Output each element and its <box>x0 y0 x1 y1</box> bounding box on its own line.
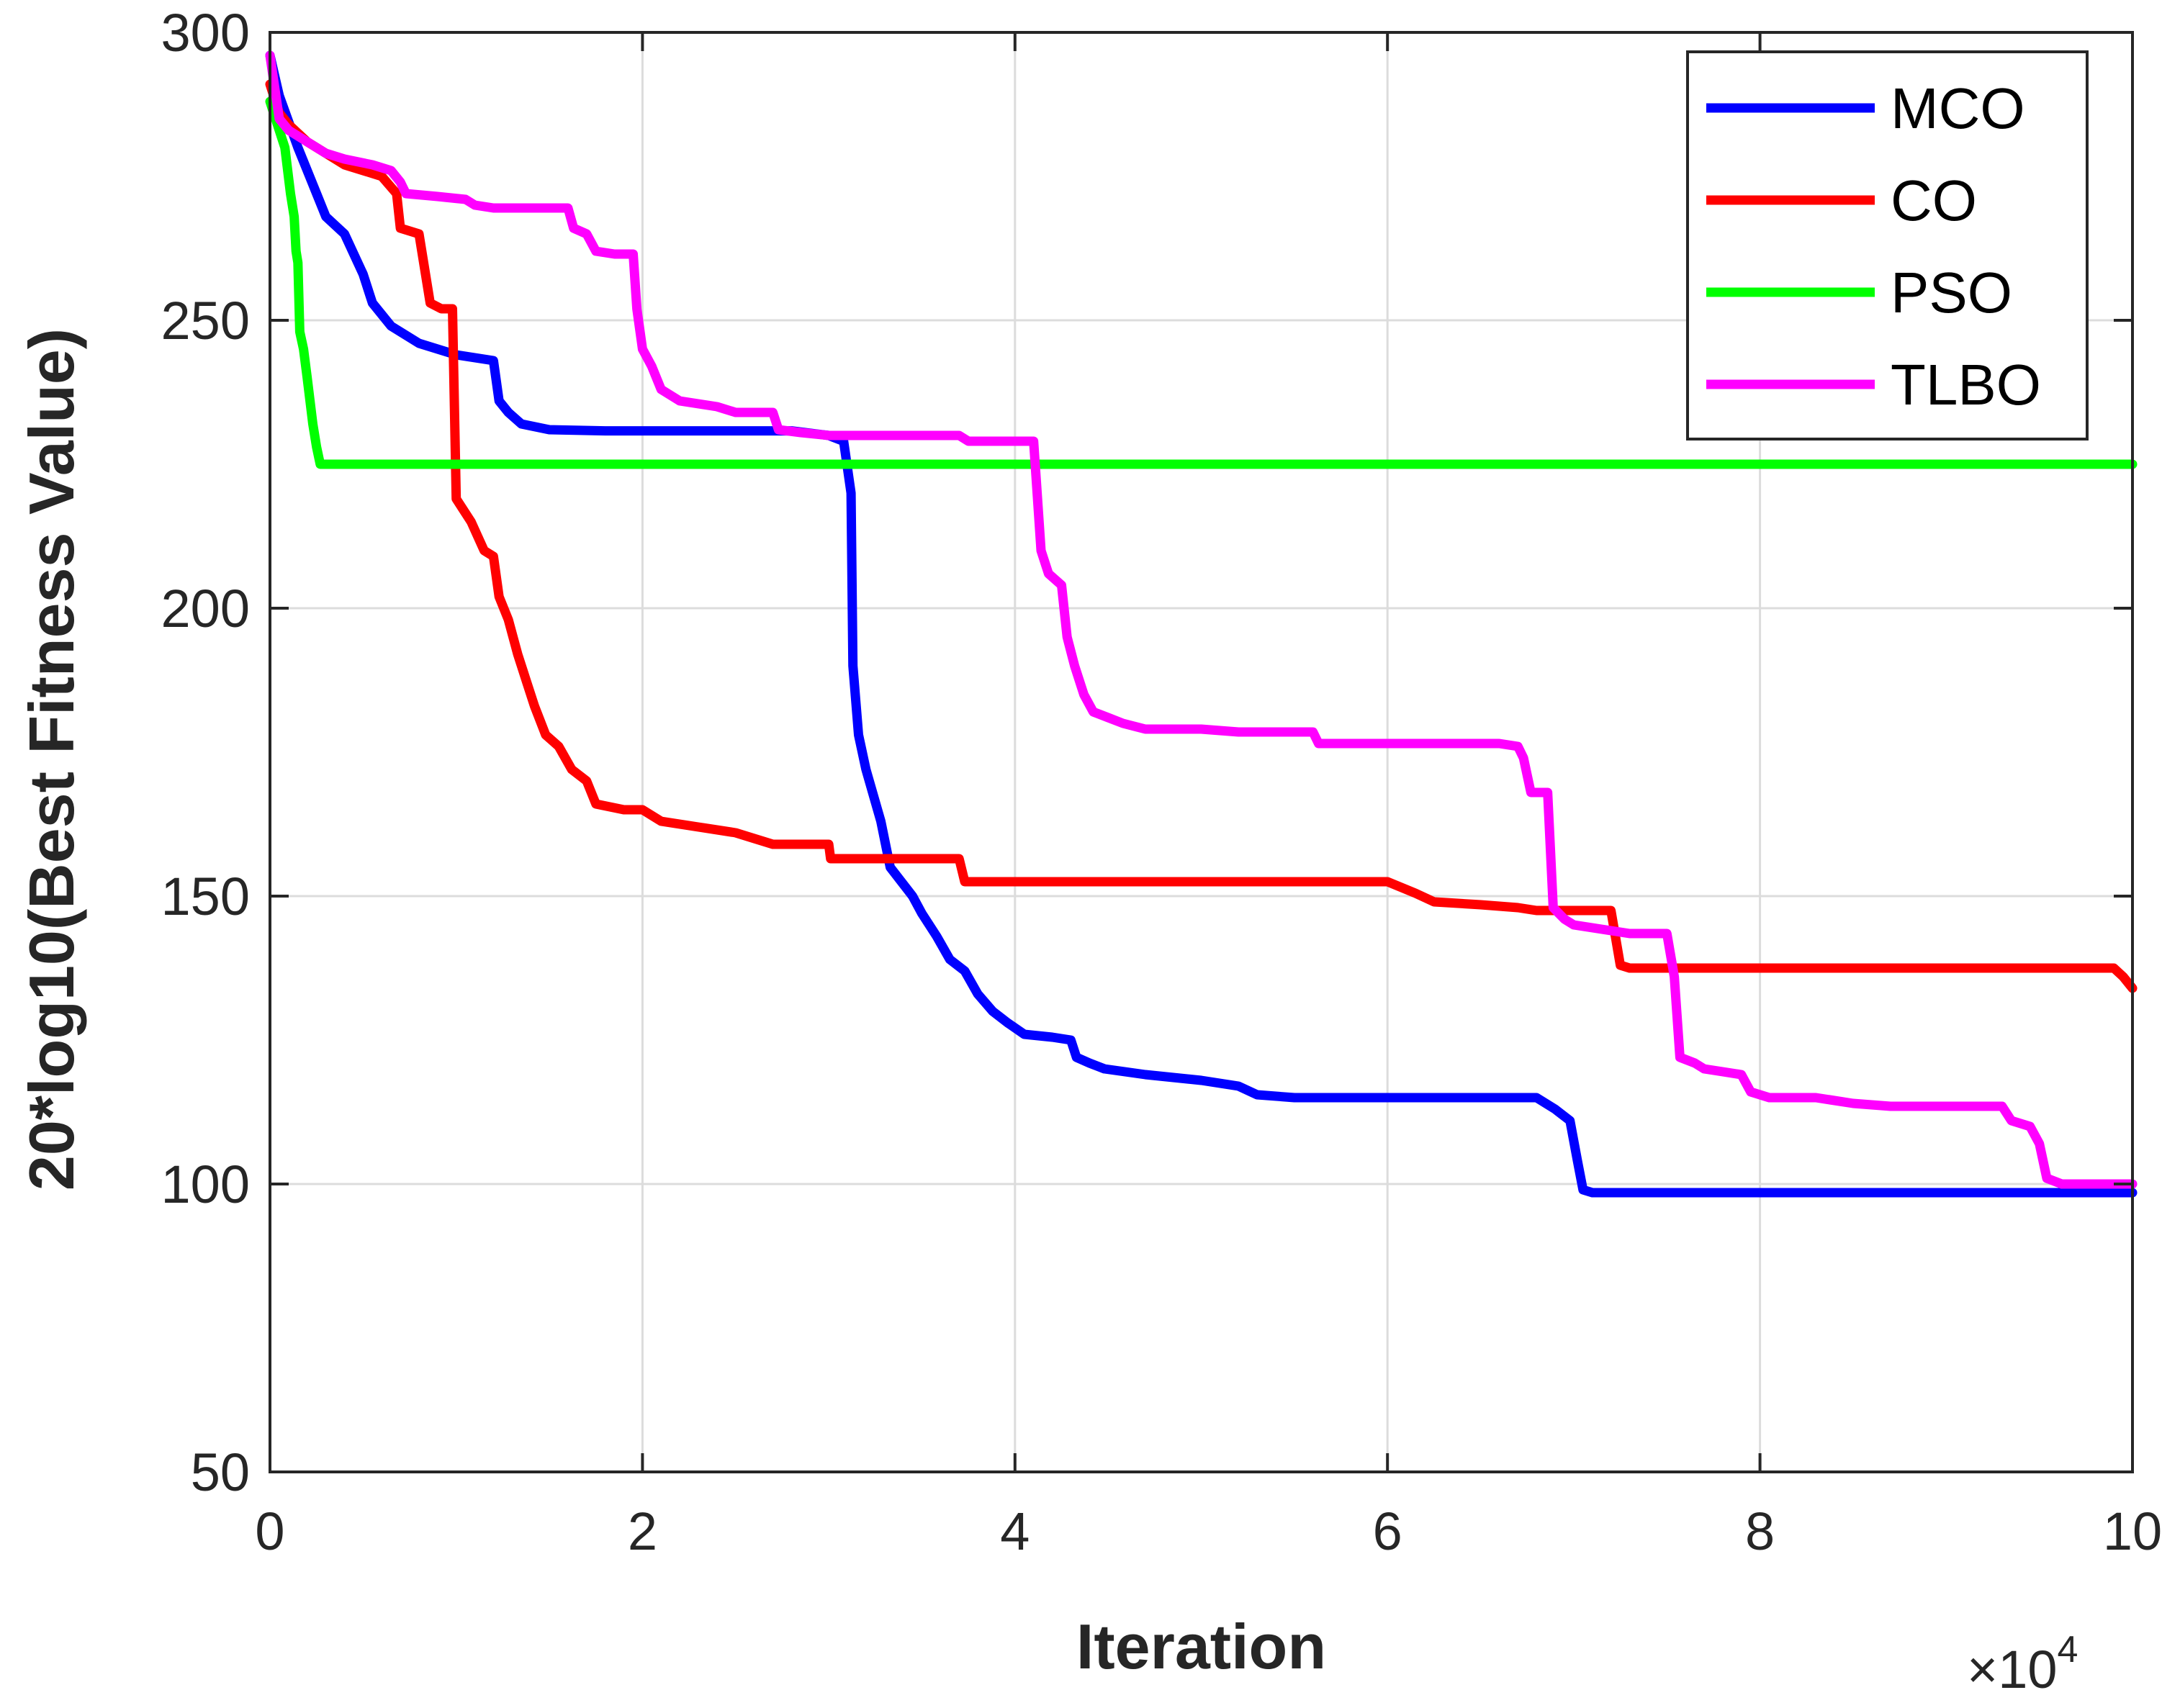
y-axis-title: 20*log10(Best Fitness Value) <box>16 328 87 1190</box>
axis-ticks: 0 2 4 6 8 10 50 100 150 200 250 300 <box>161 3 2163 1561</box>
x-tick-label: 8 <box>1745 1501 1775 1561</box>
series-line-pso <box>265 96 2138 469</box>
x-axis-title: Iteration <box>1076 1611 1326 1682</box>
legend-label-tlbo: TLBO <box>1891 353 2041 417</box>
series-line-mco <box>265 50 2138 1198</box>
series-line-tlbo <box>265 50 2138 1189</box>
legend-label-mco: MCO <box>1891 76 2025 140</box>
legend-label-co: CO <box>1891 168 1977 232</box>
y-tick-label: 100 <box>161 1155 250 1214</box>
x-tick-label: 4 <box>1000 1501 1030 1561</box>
y-tick-label: 150 <box>161 867 250 926</box>
x-tick-label: 10 <box>2103 1501 2162 1561</box>
x-axis-exponent-power: 4 <box>2058 1629 2078 1671</box>
x-tick-label: 6 <box>1373 1501 1402 1561</box>
x-tick-label: 2 <box>628 1501 657 1561</box>
y-tick-label: 250 <box>161 291 250 351</box>
series-lines <box>265 50 2138 1198</box>
y-tick-label: 300 <box>161 3 250 63</box>
legend: MCO CO PSO TLBO <box>1686 50 2089 440</box>
y-tick-label: 200 <box>161 579 250 638</box>
x-axis-exponent: ×104 <box>1967 1629 2078 1699</box>
plot-frame <box>269 31 2134 1473</box>
y-tick-label: 50 <box>191 1442 250 1502</box>
legend-label-pso: PSO <box>1891 261 2012 325</box>
x-axis-exponent-base: ×10 <box>1967 1640 2058 1699</box>
series-line-co <box>265 79 2138 993</box>
legend-box <box>1686 50 2089 440</box>
x-tick-label: 0 <box>255 1501 284 1561</box>
